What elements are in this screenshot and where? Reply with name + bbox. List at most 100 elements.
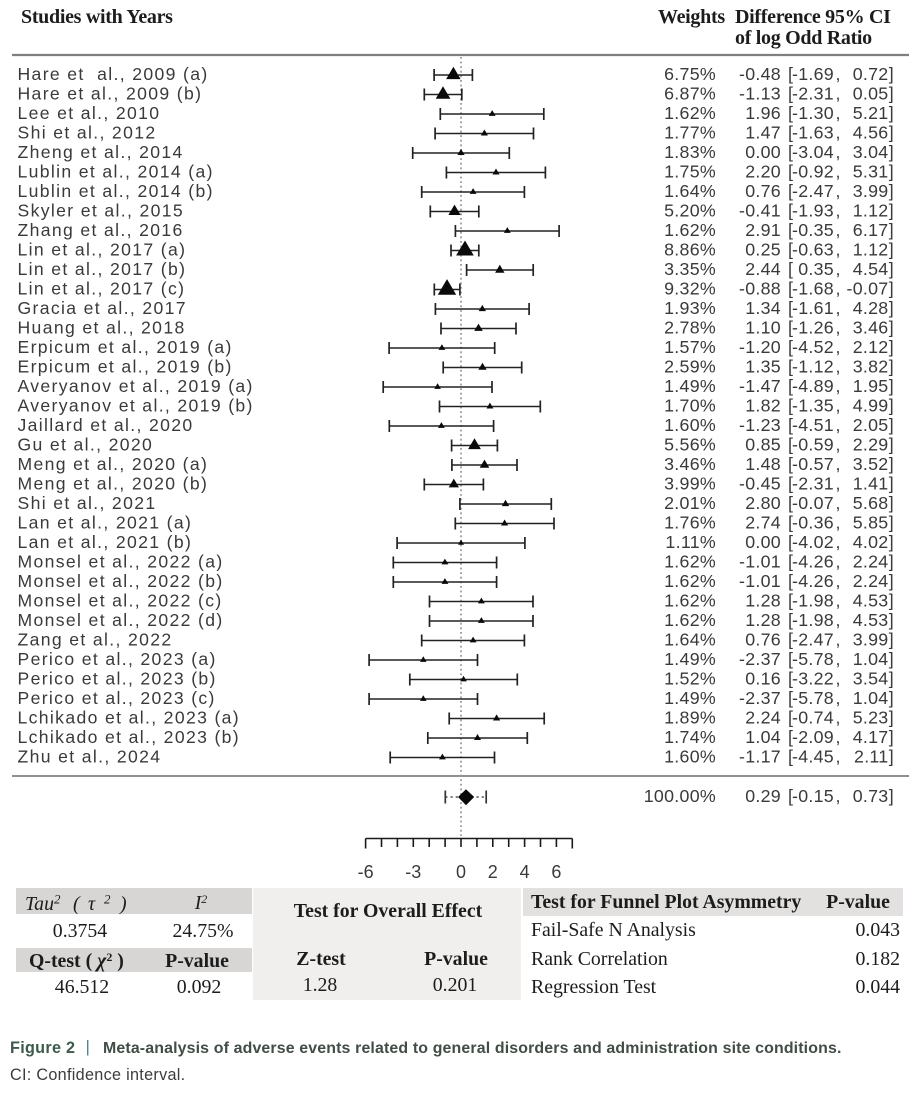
svg-text:,: , [836, 688, 841, 708]
svg-text:[: [ [788, 591, 793, 611]
svg-text:2.29: 2.29 [853, 435, 889, 455]
svg-text:Meng et al., 2020 (a): Meng et al., 2020 (a) [18, 454, 209, 474]
svg-text:2.91: 2.91 [745, 220, 781, 240]
svg-text:1.62%: 1.62% [664, 220, 716, 240]
svg-text:-4.26: -4.26 [792, 571, 834, 591]
svg-text:]: ] [889, 162, 894, 182]
svg-text:[: [ [788, 84, 793, 104]
svg-text:]: ] [889, 786, 894, 806]
svg-text:[: [ [788, 357, 793, 377]
svg-text:,: , [836, 142, 841, 162]
svg-text:]: ] [889, 649, 894, 669]
svg-text:2.44: 2.44 [745, 259, 781, 279]
svg-text:Perico et al., 2023 (a): Perico et al., 2023 (a) [18, 649, 217, 669]
svg-text:1.64%: 1.64% [664, 181, 716, 201]
svg-text:[: [ [788, 181, 793, 201]
svg-text:[: [ [788, 279, 793, 299]
svg-text:-2.37: -2.37 [739, 649, 781, 669]
svg-text:3.35%: 3.35% [664, 259, 716, 279]
svg-text:]: ] [889, 279, 894, 299]
svg-text:,: , [836, 103, 841, 123]
svg-text:8.86%: 8.86% [664, 240, 716, 260]
svg-text:4.17: 4.17 [853, 727, 889, 747]
svg-text:[: [ [788, 415, 793, 435]
svg-text:]: ] [889, 747, 894, 767]
svg-text:,: , [836, 649, 841, 669]
svg-text:-1.47: -1.47 [739, 376, 781, 396]
svg-text:Averyanov et al., 2019 (a): Averyanov et al., 2019 (a) [18, 376, 254, 396]
svg-text:Lchikado et al., 2023 (a): Lchikado et al., 2023 (a) [18, 708, 241, 728]
svg-text:1.74%: 1.74% [664, 727, 716, 747]
svg-text:-0.63: -0.63 [792, 240, 834, 260]
svg-text:,: , [836, 786, 841, 806]
svg-text:2.12: 2.12 [853, 337, 889, 357]
svg-text:-0.74: -0.74 [792, 708, 834, 728]
svg-text:2.78%: 2.78% [664, 318, 716, 338]
svg-text:0: 0 [456, 862, 466, 882]
svg-text:-0.45: -0.45 [739, 474, 781, 494]
svg-text:5.23: 5.23 [853, 708, 889, 728]
svg-text:1.34: 1.34 [745, 298, 781, 318]
svg-text:[: [ [788, 630, 793, 650]
svg-text:-1.98: -1.98 [792, 591, 834, 611]
svg-text:9.32%: 9.32% [664, 279, 716, 299]
svg-text:Lin et al., 2017 (c): Lin et al., 2017 (c) [18, 279, 186, 299]
svg-text:4: 4 [520, 862, 530, 882]
svg-text:]: ] [889, 376, 894, 396]
svg-text:,: , [836, 435, 841, 455]
svg-text:-3: -3 [405, 862, 421, 882]
svg-text:,: , [836, 415, 841, 435]
svg-text:1.04: 1.04 [853, 649, 889, 669]
svg-text:[: [ [788, 435, 793, 455]
svg-text:24.75%: 24.75% [173, 920, 234, 942]
svg-text:1.62%: 1.62% [664, 103, 716, 123]
svg-text:-0.35: -0.35 [792, 220, 834, 240]
svg-text:2.20: 2.20 [745, 162, 781, 182]
svg-text:Fail-Safe N Analysis: Fail-Safe N Analysis [531, 919, 696, 941]
svg-text:Monsel et al., 2022 (a): Monsel et al., 2022 (a) [18, 552, 224, 572]
svg-text:-2.31: -2.31 [792, 474, 834, 494]
svg-text:]: ] [889, 240, 894, 260]
svg-text:[: [ [788, 727, 793, 747]
svg-text:0.35: 0.35 [798, 259, 834, 279]
svg-text:-5.78: -5.78 [792, 649, 834, 669]
svg-text:]: ] [889, 591, 894, 611]
svg-text:,: , [836, 727, 841, 747]
svg-text:3.54: 3.54 [853, 669, 889, 689]
svg-text:]: ] [889, 220, 894, 240]
svg-text:1.47: 1.47 [745, 123, 781, 143]
svg-text:46.512: 46.512 [55, 976, 109, 998]
svg-text:]: ] [889, 532, 894, 552]
svg-text:Zang et al., 2022: Zang et al., 2022 [18, 630, 173, 650]
svg-text:1.82: 1.82 [745, 396, 781, 416]
svg-text:1.49%: 1.49% [664, 688, 716, 708]
svg-text:,: , [836, 318, 841, 338]
svg-text:[: [ [788, 376, 793, 396]
svg-text:[: [ [788, 454, 793, 474]
svg-text:,: , [836, 747, 841, 767]
svg-text:0.72: 0.72 [853, 64, 889, 84]
svg-text:1.62%: 1.62% [664, 571, 716, 591]
svg-text:Rank Correlation: Rank Correlation [531, 948, 668, 970]
svg-text:[: [ [788, 142, 793, 162]
svg-text:5.31: 5.31 [853, 162, 889, 182]
svg-text:[: [ [788, 123, 793, 143]
svg-text:[: [ [788, 786, 793, 806]
svg-text:,: , [836, 571, 841, 591]
svg-text:[: [ [788, 318, 793, 338]
svg-text:1.28: 1.28 [745, 591, 781, 611]
svg-text:]: ] [889, 357, 894, 377]
svg-text:Test for Funnel Plot Asymmetry: Test for Funnel Plot Asymmetry [531, 891, 801, 913]
svg-text:,: , [836, 240, 841, 260]
svg-text:2.24: 2.24 [745, 708, 781, 728]
svg-text:]: ] [889, 318, 894, 338]
svg-text:0.043: 0.043 [855, 919, 900, 941]
svg-text:5.20%: 5.20% [664, 201, 716, 221]
svg-text:-0.57: -0.57 [792, 454, 834, 474]
svg-text:-0.07: -0.07 [792, 493, 834, 513]
svg-text:]: ] [889, 201, 894, 221]
svg-text:0.044: 0.044 [855, 976, 900, 998]
svg-text:[: [ [788, 337, 793, 357]
svg-text:[: [ [788, 474, 793, 494]
svg-text:0.092: 0.092 [177, 976, 222, 998]
